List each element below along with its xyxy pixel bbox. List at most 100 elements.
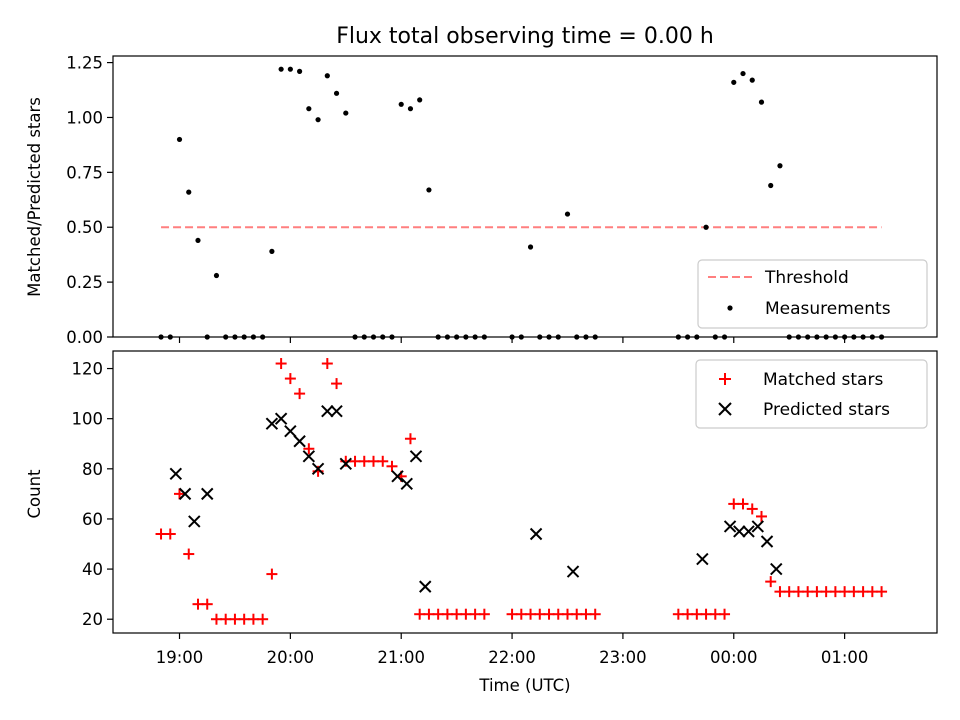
matched-star-point bbox=[174, 488, 186, 500]
legend-predicted-swatch bbox=[718, 402, 732, 416]
measurement-point bbox=[564, 211, 571, 217]
matched-star-point bbox=[229, 613, 241, 625]
y-tick-label: 120 bbox=[72, 360, 104, 379]
matched-star-point bbox=[765, 576, 777, 588]
chart-title: Flux total observing time = 0.00 h bbox=[336, 24, 714, 49]
bottom-plot-frame bbox=[112, 350, 938, 634]
y-tick-label: 60 bbox=[82, 510, 103, 529]
predicted-star-point bbox=[330, 404, 343, 418]
measurement-point bbox=[407, 106, 414, 112]
legend-matched-swatch bbox=[719, 373, 731, 385]
matched-star-point bbox=[691, 608, 703, 620]
matched-star-point bbox=[506, 608, 518, 620]
y-tick-label: 0.75 bbox=[66, 163, 103, 182]
matched-star-point bbox=[358, 455, 370, 467]
x-axis-label: Time (UTC) bbox=[478, 676, 570, 695]
matched-star-point bbox=[414, 608, 426, 620]
matched-star-point bbox=[589, 608, 601, 620]
measurement-point bbox=[777, 163, 783, 169]
predicted-star-point bbox=[529, 527, 543, 541]
measurement-point bbox=[333, 90, 340, 96]
predicted-star-point bbox=[723, 520, 737, 533]
matched-star-point bbox=[783, 586, 795, 598]
matched-star-point bbox=[580, 608, 592, 620]
measurement-point bbox=[324, 73, 330, 79]
predicted-star-point bbox=[265, 417, 279, 430]
top-y-axis-label: Matched/Predicted stars bbox=[25, 97, 44, 297]
y-tick-label: 100 bbox=[72, 410, 104, 429]
matched-star-point bbox=[441, 608, 453, 620]
y-tick-label: 80 bbox=[82, 460, 103, 479]
predicted-star-point bbox=[321, 404, 334, 418]
matched-star-point bbox=[220, 613, 232, 625]
matched-star-point bbox=[294, 388, 306, 400]
x-tick-label: 22:00 bbox=[488, 648, 536, 667]
matched-star-point bbox=[183, 548, 195, 560]
legend-matched-label: Matched stars bbox=[763, 370, 883, 390]
matched-star-point bbox=[331, 378, 343, 390]
matched-star-point bbox=[210, 613, 222, 625]
x-tick-label: 21:00 bbox=[377, 648, 425, 667]
y-tick-label: 1.25 bbox=[66, 54, 103, 73]
matched-star-point bbox=[284, 373, 296, 385]
matched-star-point bbox=[802, 586, 814, 598]
predicted-star-point bbox=[409, 450, 423, 463]
predicted-stars-series bbox=[169, 404, 783, 593]
legend-predicted-label: Predicted stars bbox=[763, 400, 890, 420]
legend-measurements-swatch bbox=[727, 305, 733, 311]
matched-star-point bbox=[321, 358, 333, 370]
measurement-point bbox=[527, 244, 534, 250]
measurement-point bbox=[768, 182, 774, 189]
matched-star-point bbox=[534, 608, 546, 620]
predicted-star-point bbox=[419, 580, 432, 593]
matched-star-point bbox=[257, 613, 269, 625]
matched-star-point bbox=[432, 608, 444, 620]
predicted-star-point bbox=[566, 565, 580, 578]
predicted-star-point bbox=[274, 412, 288, 425]
x-tick-label: 19:00 bbox=[156, 648, 204, 667]
matched-star-point bbox=[303, 443, 315, 455]
predicted-star-point bbox=[770, 562, 783, 576]
legend-threshold-label: Threshold bbox=[764, 268, 849, 288]
measurement-point bbox=[315, 117, 321, 123]
matched-star-point bbox=[543, 608, 555, 620]
matched-star-point bbox=[866, 586, 878, 598]
matched-star-point bbox=[561, 608, 573, 620]
top-axis-ticks: 0.00 0.25 0.50 0.75 1.00 1.25 bbox=[66, 54, 846, 347]
matched-star-point bbox=[746, 503, 758, 515]
predicted-star-point bbox=[178, 487, 192, 501]
matched-star-point bbox=[525, 608, 537, 620]
measurement-point bbox=[426, 187, 432, 193]
x-tick-label: 01:00 bbox=[821, 648, 869, 667]
predicted-star-point bbox=[760, 535, 774, 548]
matched-star-point bbox=[404, 433, 416, 445]
predicted-star-point bbox=[391, 470, 404, 483]
matched-star-point bbox=[728, 498, 740, 510]
matched-star-point bbox=[820, 586, 832, 598]
measurements-series bbox=[158, 66, 885, 340]
predicted-star-point bbox=[284, 425, 297, 438]
matched-star-point bbox=[266, 568, 278, 580]
measurement-point bbox=[398, 101, 404, 107]
measurement-point bbox=[186, 189, 192, 195]
matched-star-point bbox=[719, 608, 731, 620]
matched-star-point bbox=[811, 586, 823, 598]
matched-star-point bbox=[571, 608, 583, 620]
matched-star-point bbox=[275, 358, 287, 370]
matched-star-point bbox=[682, 608, 694, 620]
measurement-point bbox=[287, 66, 293, 72]
measurement-point bbox=[417, 97, 423, 103]
predicted-star-point bbox=[293, 435, 306, 448]
predicted-star-point bbox=[751, 520, 764, 533]
bottom-legend-box bbox=[695, 359, 928, 429]
predicted-star-point bbox=[311, 462, 325, 476]
y-tick-label: 0.25 bbox=[66, 273, 103, 292]
predicted-star-point bbox=[188, 515, 201, 528]
predicted-star-point bbox=[201, 487, 214, 501]
top-legend-box bbox=[697, 259, 928, 329]
matched-star-point bbox=[755, 510, 767, 522]
predicted-star-point bbox=[169, 467, 183, 481]
bottom-legend: Matched stars Predicted stars bbox=[695, 359, 928, 429]
matched-star-point bbox=[238, 613, 250, 625]
matched-star-point bbox=[792, 586, 804, 598]
